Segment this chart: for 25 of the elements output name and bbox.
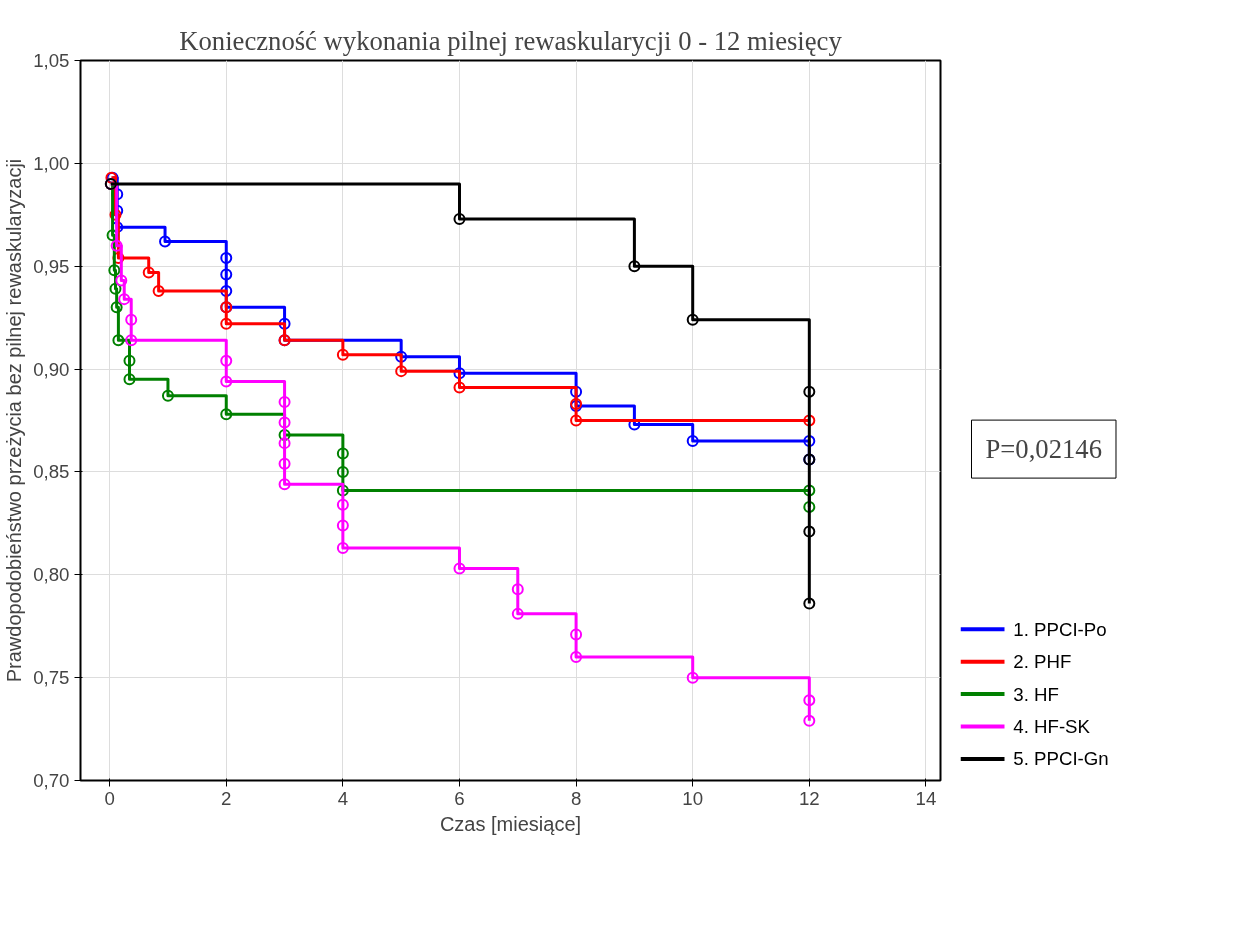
x-tick-label: 10 bbox=[682, 787, 704, 809]
y-tick-label: 0,75 bbox=[33, 667, 70, 689]
x-tick-label: 12 bbox=[798, 787, 820, 809]
y-axis-title: Prawdopodobieństwo przeżycia bez pilnej rewaskularyzacji bbox=[3, 158, 26, 683]
legend-label: 5. PPCI-Gn bbox=[1013, 748, 1109, 770]
y-tick-label: 0,90 bbox=[33, 358, 70, 380]
legend-label: 1. PPCI-Po bbox=[1013, 618, 1107, 640]
x-axis-title: Czas [miesiące] bbox=[439, 812, 582, 835]
y-tick-label: 1,05 bbox=[33, 50, 70, 71]
y-tick-label: 0,85 bbox=[33, 461, 70, 483]
x-tick-label: 0 bbox=[104, 787, 115, 809]
x-tick-label: 14 bbox=[915, 787, 937, 809]
legend-label: 3. HF bbox=[1013, 683, 1059, 705]
x-tick-label: 8 bbox=[570, 787, 582, 809]
x-tick-label: 6 bbox=[454, 787, 465, 809]
y-tick-label: 0,70 bbox=[33, 770, 70, 791]
y-tick-label: 0,95 bbox=[33, 255, 70, 277]
x-tick-label: 4 bbox=[337, 787, 349, 809]
legend-label: 2. PHF bbox=[1013, 651, 1072, 673]
legend-label: 4. HF-SK bbox=[1013, 716, 1091, 737]
y-tick-label: 0,80 bbox=[33, 564, 70, 586]
x-tick-label: 2 bbox=[221, 787, 232, 809]
y-tick-label: 1,00 bbox=[33, 152, 70, 174]
chart-title: Konieczność wykonania pilnej rewaskularycji 0 - 12 miesięcy bbox=[179, 25, 843, 56]
text: P=0,02146 bbox=[985, 434, 1102, 465]
